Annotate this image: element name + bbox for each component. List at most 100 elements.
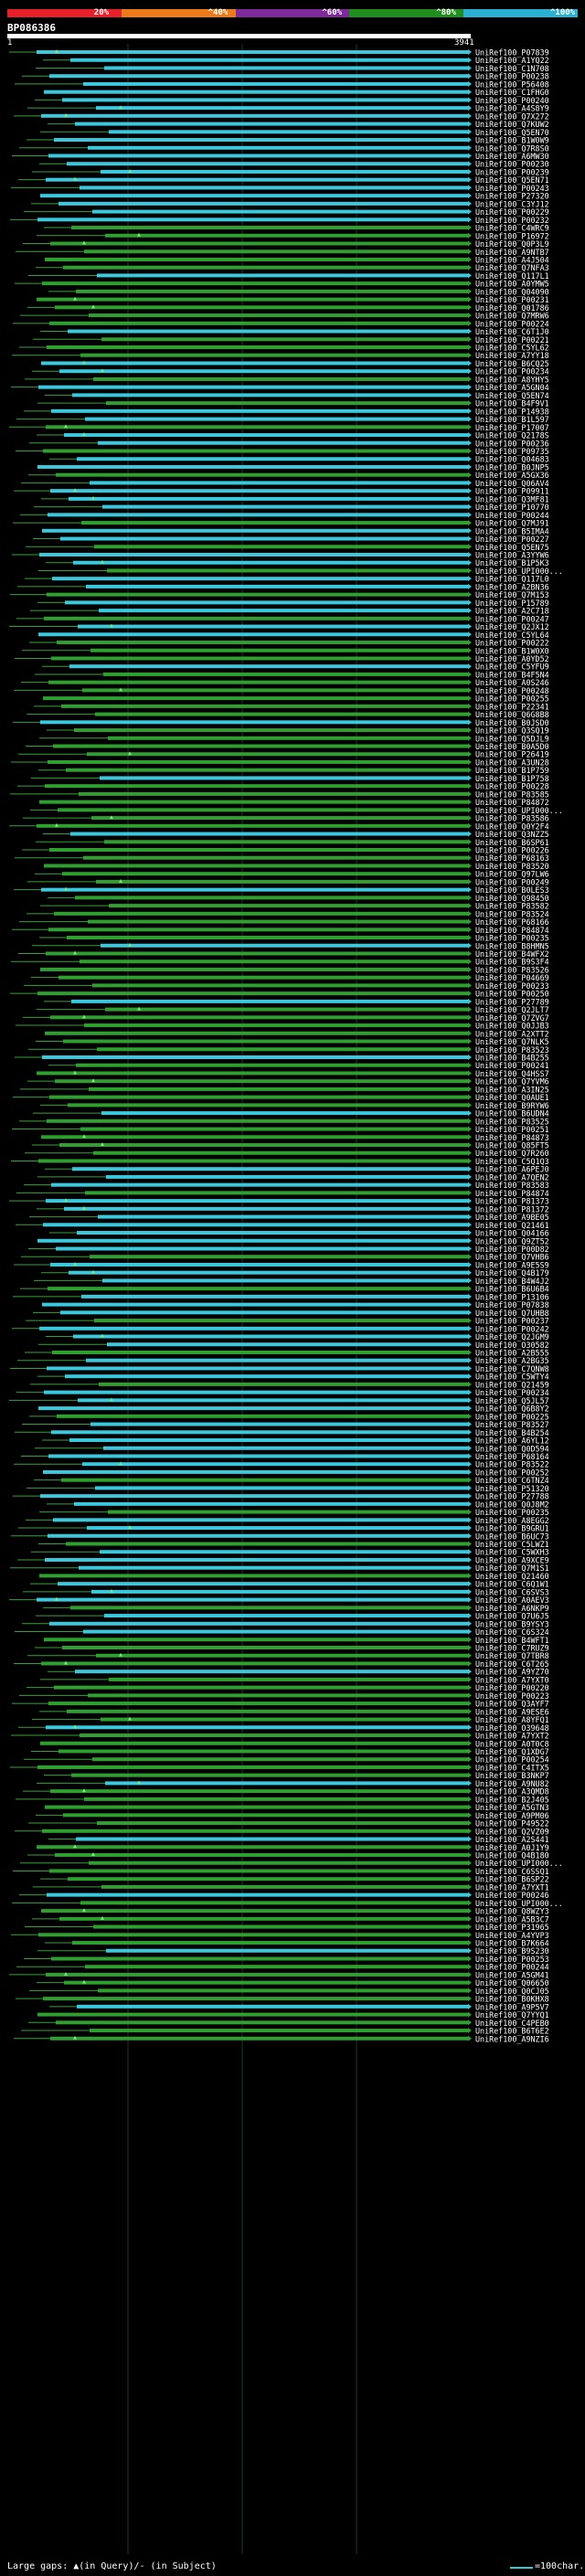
hit-label[interactable]: UniRef100_O30582 bbox=[475, 1341, 549, 1350]
hit-label[interactable]: UniRef100_P00221 bbox=[475, 335, 549, 345]
hit-label[interactable]: UniRef100_P84874 bbox=[475, 926, 549, 935]
hit-bar[interactable] bbox=[94, 1319, 468, 1323]
hit-bar[interactable] bbox=[90, 481, 468, 485]
hit-label[interactable]: UniRef100_B6CQ25 bbox=[475, 359, 549, 368]
hit-label[interactable]: UniRef100_A2S441 bbox=[475, 1835, 549, 1844]
hit-bar[interactable] bbox=[44, 1638, 468, 1642]
hit-label[interactable]: UniRef100_B4B255 bbox=[475, 1053, 549, 1062]
hit-bar[interactable] bbox=[59, 369, 468, 374]
hit-bar[interactable] bbox=[93, 1150, 468, 1155]
hit-bar[interactable] bbox=[63, 1039, 468, 1044]
hit-bar[interactable] bbox=[109, 904, 468, 908]
hit-label[interactable]: UniRef100_C3YJ12 bbox=[475, 199, 549, 208]
hit-label[interactable]: UniRef100_A6PEJ0 bbox=[475, 1165, 549, 1174]
hit-label[interactable]: UniRef100_P00250 bbox=[475, 990, 549, 999]
hit-bar[interactable] bbox=[38, 1159, 468, 1163]
hit-bar[interactable] bbox=[75, 896, 468, 900]
hit-label[interactable]: UniRef100_P00255 bbox=[475, 694, 549, 704]
hit-label[interactable]: UniRef100_P83524 bbox=[475, 909, 549, 918]
hit-label[interactable]: UniRef100_P00233 bbox=[475, 981, 549, 991]
hit-label[interactable]: UniRef100_B7K664 bbox=[475, 1939, 549, 1948]
hit-label[interactable]: UniRef100_Q06AV4 bbox=[475, 479, 549, 488]
hit-bar[interactable] bbox=[50, 1015, 468, 1020]
hit-bar[interactable] bbox=[58, 1749, 468, 1754]
hit-bar[interactable] bbox=[95, 712, 468, 716]
hit-bar[interactable] bbox=[98, 1214, 468, 1219]
hit-label[interactable]: UniRef100_A7YXT2 bbox=[475, 1732, 549, 1741]
hit-bar[interactable] bbox=[76, 1063, 468, 1067]
hit-label[interactable]: UniRef100_B1P5K3 bbox=[475, 558, 549, 567]
hit-label[interactable]: UniRef100_P68164 bbox=[475, 1452, 549, 1461]
hit-label[interactable]: UniRef100_P00234 bbox=[475, 1388, 549, 1397]
hit-label[interactable]: UniRef100_Q2VZ09 bbox=[475, 1827, 549, 1836]
hit-bar[interactable] bbox=[73, 560, 468, 565]
hit-label[interactable]: UniRef100_B4F9V1 bbox=[475, 399, 549, 408]
hit-bar[interactable] bbox=[86, 584, 468, 588]
hit-label[interactable]: UniRef100_B2J405 bbox=[475, 1795, 549, 1804]
hit-label[interactable]: UniRef100_B9GRU1 bbox=[475, 1524, 549, 1533]
hit-label[interactable]: UniRef100_A4S8Y9 bbox=[475, 104, 549, 113]
hit-bar[interactable] bbox=[67, 1709, 468, 1713]
hit-bar[interactable] bbox=[91, 816, 468, 821]
hit-bar[interactable] bbox=[75, 122, 468, 126]
hit-bar[interactable] bbox=[100, 776, 468, 780]
hit-label[interactable]: UniRef100_Q5JL57 bbox=[475, 1396, 549, 1405]
hit-bar[interactable] bbox=[66, 768, 468, 772]
hit-label[interactable]: UniRef100_Q04683 bbox=[475, 455, 549, 464]
hit-label[interactable]: UniRef100_Q21461 bbox=[475, 1221, 549, 1230]
hit-bar[interactable] bbox=[57, 1414, 468, 1418]
hit-label[interactable]: UniRef100_Q7YVM6 bbox=[475, 1077, 549, 1087]
hit-label[interactable]: UniRef100_P09735 bbox=[475, 447, 549, 456]
hit-label[interactable]: UniRef100_P83583 bbox=[475, 1181, 549, 1190]
hit-bar[interactable] bbox=[104, 1614, 468, 1618]
hit-label[interactable]: UniRef100_Q6G8B8 bbox=[475, 710, 549, 719]
hit-bar[interactable] bbox=[56, 472, 468, 477]
hit-bar[interactable] bbox=[49, 74, 468, 79]
hit-bar[interactable] bbox=[42, 281, 468, 286]
hit-label[interactable]: UniRef100_P07839 bbox=[475, 48, 549, 58]
hit-label[interactable]: UniRef100_P49522 bbox=[475, 1819, 549, 1829]
hit-bar[interactable] bbox=[56, 2020, 468, 2025]
hit-label[interactable]: UniRef100_A3QMD8 bbox=[475, 1787, 549, 1797]
hit-bar[interactable] bbox=[90, 1422, 468, 1426]
hit-label[interactable]: UniRef100_P00239 bbox=[475, 167, 549, 176]
hit-label[interactable]: UniRef100_P00252 bbox=[475, 1468, 549, 1477]
hit-bar[interactable] bbox=[62, 872, 468, 876]
hit-label[interactable]: UniRef100_Q85FT5 bbox=[475, 1141, 549, 1150]
hit-bar[interactable] bbox=[88, 1693, 468, 1698]
hit-bar[interactable] bbox=[73, 1334, 468, 1339]
hit-bar[interactable] bbox=[105, 233, 468, 238]
hit-label[interactable]: UniRef100_B0LES3 bbox=[475, 885, 549, 895]
hit-bar[interactable] bbox=[49, 321, 468, 325]
hit-label[interactable]: UniRef100_C5YL62 bbox=[475, 344, 549, 353]
hit-label[interactable]: UniRef100_B9RYW6 bbox=[475, 1101, 549, 1110]
hit-label[interactable]: UniRef100_B4WFT1 bbox=[475, 1636, 549, 1645]
hit-label[interactable]: UniRef100_P00228 bbox=[475, 782, 549, 791]
hit-bar[interactable] bbox=[82, 1462, 468, 1467]
hit-label[interactable]: UniRef100_C6Q1W1 bbox=[475, 1580, 549, 1589]
hit-label[interactable]: UniRef100_C5WXH3 bbox=[475, 1548, 549, 1557]
hit-bar[interactable] bbox=[104, 840, 468, 844]
hit-bar[interactable] bbox=[50, 241, 468, 246]
hit-bar[interactable] bbox=[49, 1869, 468, 1873]
hit-bar[interactable] bbox=[48, 513, 468, 517]
hit-label[interactable]: UniRef100_A0AEV3 bbox=[475, 1595, 549, 1605]
hit-bar[interactable] bbox=[59, 1143, 468, 1148]
hit-bar[interactable] bbox=[50, 1262, 468, 1267]
hit-label[interactable]: UniRef100_Q0JJB3 bbox=[475, 1022, 549, 1031]
hit-label[interactable]: UniRef100_Q4B180 bbox=[475, 1850, 549, 1860]
hit-bar[interactable] bbox=[41, 361, 468, 366]
hit-bar[interactable] bbox=[83, 855, 468, 860]
hit-label[interactable]: UniRef100_C6S324 bbox=[475, 1627, 549, 1637]
hit-label[interactable]: UniRef100_Q5EN75 bbox=[475, 543, 549, 552]
hit-bar[interactable] bbox=[78, 624, 468, 629]
hit-bar[interactable] bbox=[90, 648, 468, 652]
hit-label[interactable]: UniRef100_P31965 bbox=[475, 1923, 549, 1932]
hit-bar[interactable] bbox=[47, 1118, 468, 1123]
hit-bar[interactable] bbox=[69, 496, 468, 501]
hit-label[interactable]: UniRef100_P00229 bbox=[475, 207, 549, 217]
hit-bar[interactable] bbox=[101, 1717, 468, 1722]
hit-label[interactable]: UniRef100_P00251 bbox=[475, 1125, 549, 1134]
hit-label[interactable]: UniRef100_Q7R8S0 bbox=[475, 143, 549, 153]
hit-label[interactable]: UniRef100_P51320 bbox=[475, 1484, 549, 1493]
